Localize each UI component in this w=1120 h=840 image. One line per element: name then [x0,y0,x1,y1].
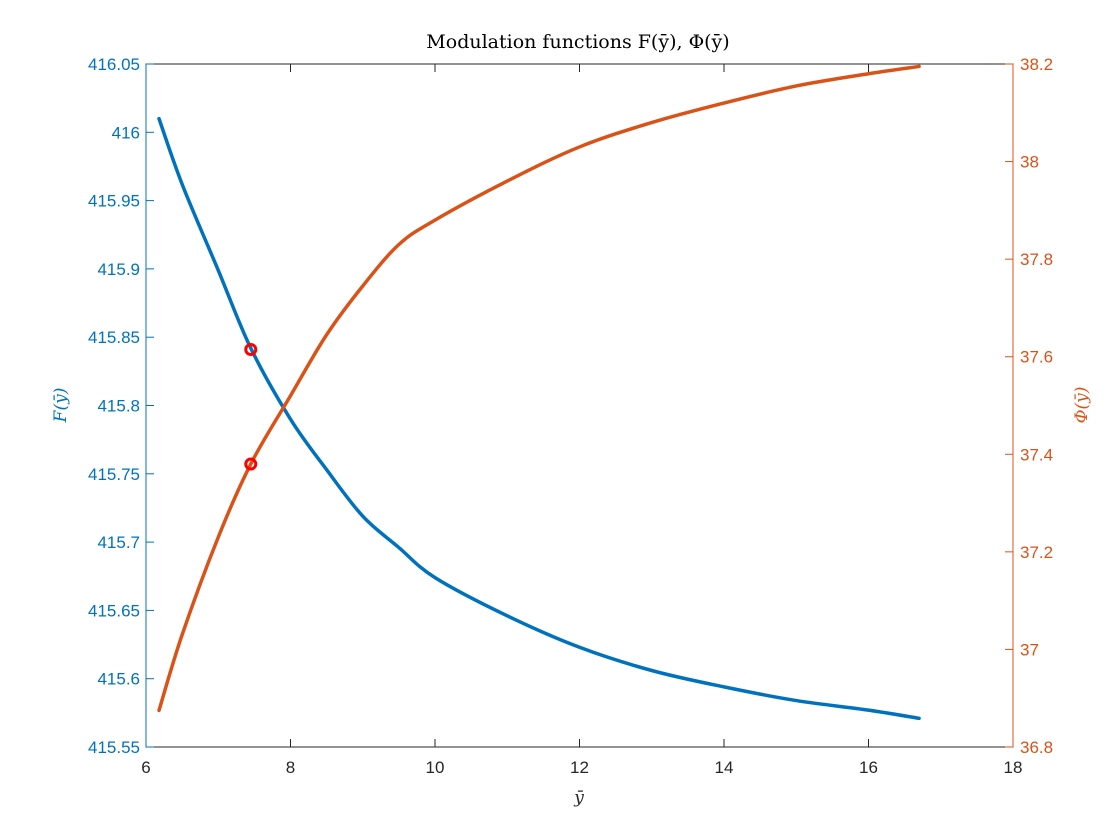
y-right-tick-label: 37 [1020,640,1039,659]
series-layer [157,64,921,721]
plot-area [145,63,1014,748]
y-right-axis-label: Φ(ȳ) [1072,387,1092,424]
series-line-f [157,116,921,721]
x-axis-label: ȳ [573,788,584,808]
y-right-tick-label: 36.8 [1020,738,1053,757]
y-left-tick-label: 416.05 [88,55,140,74]
marker-f [244,342,258,356]
chart-title: Modulation functions F(ȳ), Φ(ȳ) [426,31,729,53]
ticks-layer: 6 8 10 12 14 16 18 415.55 415.6 415.65 415.7 415.75… [88,55,1053,777]
x-tick-label: 6 [141,758,150,777]
y-left-tick-label: 415.75 [88,465,140,484]
y-left-tick-label: 415.8 [97,397,140,416]
y-right-tick-label: 37.6 [1020,348,1053,367]
x-tick-label: 18 [1004,758,1023,777]
y-left-tick-label: 416 [112,123,140,142]
y-left-tick-label: 415.6 [97,670,140,689]
y-right-tick-label: 37.2 [1020,543,1053,562]
x-tick-label: 10 [426,758,445,777]
y-right-tick-label: 38 [1020,153,1039,172]
x-tick-label: 16 [859,758,878,777]
series-line-phi [157,64,921,713]
y-left-tick-label: 415.7 [97,533,140,552]
y-left-tick-label: 415.85 [88,328,140,347]
x-tick-label: 12 [570,758,589,777]
y-right-tick-label: 37.8 [1020,250,1053,269]
y-right-tick-label: 37.4 [1020,445,1053,464]
y-right-tick-label: 38.2 [1020,55,1053,74]
y-left-tick-label: 415.95 [88,192,140,211]
x-tick-label: 14 [715,758,734,777]
y-left-tick-label: 415.55 [88,738,140,757]
marker-phi [244,457,258,471]
y-left-axis-label: F(ȳ) [51,388,71,424]
x-tick-label: 8 [286,758,295,777]
y-left-tick-label: 415.9 [97,260,140,279]
marker-layer [244,342,258,471]
y-left-tick-label: 415.65 [88,601,140,620]
